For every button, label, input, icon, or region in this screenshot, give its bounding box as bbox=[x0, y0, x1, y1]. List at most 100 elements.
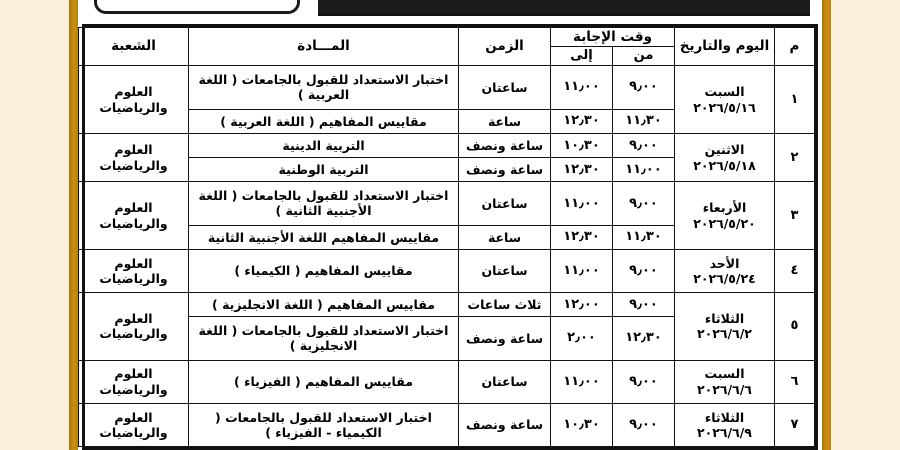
cell-time-from: ٩٫٠٠ bbox=[612, 248, 675, 294]
header-dark-bar-shape bbox=[318, 0, 810, 16]
cell-row-number: ٢ bbox=[774, 132, 815, 183]
cell-duration: ساعتان bbox=[458, 248, 551, 294]
cell-time-from: ١١٫٠٠ bbox=[612, 157, 675, 183]
page-border-left-gold bbox=[69, 0, 78, 450]
cell-time-from: ١١٫٣٠ bbox=[612, 108, 675, 134]
cell-subject: مقاييس المفاهيم ( الكيمياء ) bbox=[188, 248, 459, 294]
cell-time-from: ٩٫٠٠ bbox=[612, 359, 675, 404]
table-header-row-2: من إلى bbox=[79, 46, 815, 67]
cell-day-and-date: الأربعاء ٢٠٢٦/٥/٢٠ bbox=[674, 181, 775, 250]
cell-row-number: ٧ bbox=[774, 402, 815, 448]
cell-duration: ساعة ونصف bbox=[458, 157, 551, 183]
day-name: السبت bbox=[704, 366, 745, 382]
table-header-row-1: م اليوم والتاريخ وقت الإجابة الزمن المــ… bbox=[78, 26, 815, 67]
cell-time-from: ٩٫٠٠ bbox=[612, 402, 675, 448]
column-header-branch: الشعبة bbox=[78, 26, 189, 67]
cell-time-to: ١١٫٠٠ bbox=[550, 65, 613, 110]
cell-duration: ساعة ونصف bbox=[458, 132, 551, 159]
page-border-right-gold bbox=[822, 0, 831, 450]
date-value: ٢٠٢٦/٥/٢٤ bbox=[693, 270, 756, 286]
cell-time-from: ١١٫٣٠ bbox=[612, 224, 675, 250]
cell-row-number: ٣ bbox=[774, 181, 815, 250]
cell-subject: اختبار الاستعداد للقبول بالجامعات ( الكي… bbox=[188, 402, 459, 448]
top-decoration-band bbox=[78, 0, 822, 22]
day-name: السبت bbox=[704, 84, 745, 100]
column-header-answer-time: وقت الإجابة bbox=[550, 26, 675, 48]
cell-row-number: ٤ bbox=[774, 248, 815, 294]
cell-row-number: ١ bbox=[774, 65, 815, 134]
cell-subject: اختبار الاستعداد للقبول بالجامعات ( اللغ… bbox=[188, 181, 459, 226]
cell-subject: مقاييس المفاهيم ( اللغة العربية ) bbox=[188, 108, 459, 134]
cell-duration: ساعة bbox=[458, 108, 551, 134]
cell-time-to: ١٠٫٣٠ bbox=[550, 132, 613, 159]
column-header-number: م bbox=[774, 26, 815, 67]
cell-time-to: ١٢٫٣٠ bbox=[550, 224, 613, 250]
column-header-time-from: من bbox=[612, 46, 675, 67]
day-name: الأربعاء bbox=[702, 200, 747, 216]
cell-day-and-date: السبت ٢٠٢٦/٥/١٦ bbox=[674, 65, 775, 134]
table-row: ٣ الأربعاء ٢٠٢٦/٥/٢٠ ٩٫٠٠ ١١٫٠٠ ساعتان اختبار … bbox=[78, 181, 815, 250]
date-value: ٢٠٢٦/٦/٦ bbox=[697, 381, 752, 397]
column-header-duration: الزمن bbox=[458, 26, 551, 67]
cell-branch: العلوم والرياضيات bbox=[78, 132, 189, 183]
cell-duration: ساعة bbox=[458, 224, 551, 250]
cell-time-to: ١٢٫٣٠ bbox=[550, 108, 613, 134]
header-badge-outline-shape bbox=[94, 0, 300, 14]
day-name: الاثنين bbox=[704, 142, 745, 158]
cell-time-to: ١١٫٠٠ bbox=[550, 359, 613, 404]
cell-duration: ثلاث ساعات bbox=[458, 292, 551, 318]
cell-subject: مقاييس المفاهيم ( اللغة الانجليزية ) bbox=[188, 292, 459, 318]
cell-time-to: ١١٫٠٠ bbox=[550, 248, 613, 294]
day-name: الأحد bbox=[709, 255, 740, 271]
date-value: ٢٠٢٦/٥/١٦ bbox=[693, 99, 756, 115]
cell-time-from: ٩٫٠٠ bbox=[612, 181, 675, 226]
cell-branch: العلوم والرياضيات bbox=[78, 65, 189, 134]
cell-time-from: ٩٫٠٠ bbox=[612, 292, 675, 318]
exam-schedule-table-container: م اليوم والتاريخ وقت الإجابة الزمن المــ… bbox=[78, 24, 818, 450]
date-value: ٢٠٢٦/٥/٢٠ bbox=[693, 215, 756, 231]
table-row: ٥ الثلاثاء ٢٠٢٦/٦/٢ ٩٫٠٠ ١٢٫٠٠ ثلاث ساعات مقاي… bbox=[78, 292, 815, 361]
cell-branch: العلوم والرياضيات bbox=[78, 359, 189, 404]
table-row: ٢ الاثنين ٢٠٢٦/٥/١٨ ٩٫٠٠ ١٠٫٣٠ ساعة ونصف الترب… bbox=[78, 132, 815, 183]
cell-time-to: ١٢٫٠٠ bbox=[550, 292, 613, 318]
cell-time-to: ١٠٫٣٠ bbox=[550, 402, 613, 448]
cell-subject: اختبار الاستعداد للقبول بالجامعات ( اللغ… bbox=[188, 65, 459, 110]
cell-time-from: ٩٫٠٠ bbox=[612, 132, 675, 159]
cell-branch: العلوم والرياضيات bbox=[78, 292, 189, 361]
table-row: ١١٫٠٠ ١٢٫٣٠ ساعة ونصف التربية الوطنية bbox=[79, 157, 815, 183]
cell-day-and-date: السبت ٢٠٢٦/٦/٦ bbox=[674, 359, 775, 404]
table-row: ٧ الثلاثاء ٢٠٢٦/٦/٩ ٩٫٠٠ ١٠٫٣٠ ساعة ونصف اختبا… bbox=[78, 402, 815, 448]
table-row: ١١٫٣٠ ١٢٫٣٠ ساعة مقاييس المفاهيم ( اللغة ال… bbox=[79, 108, 815, 134]
table-row: ١١٫٣٠ ١٢٫٣٠ ساعة مقاييس المفاهيم اللغة الأج… bbox=[79, 224, 815, 250]
cell-day-and-date: الثلاثاء ٢٠٢٦/٦/٢ bbox=[674, 292, 775, 361]
cell-subject: مقاييس المفاهيم ( الفيزياء ) bbox=[188, 359, 459, 404]
cell-day-and-date: الاثنين ٢٠٢٦/٥/١٨ bbox=[674, 132, 775, 183]
cell-time-to: ٢٫٠٠ bbox=[550, 316, 613, 361]
cell-duration: ساعة ونصف bbox=[458, 316, 551, 361]
column-header-time-to: إلى bbox=[550, 46, 613, 67]
cell-time-to: ١١٫٠٠ bbox=[550, 181, 613, 226]
table-row: ٦ السبت ٢٠٢٦/٦/٦ ٩٫٠٠ ١١٫٠٠ ساعتان مقاييس المف… bbox=[78, 359, 815, 404]
cell-time-from: ١٢٫٣٠ bbox=[612, 316, 675, 361]
cell-row-number: ٥ bbox=[774, 292, 815, 361]
cell-branch: العلوم والرياضيات bbox=[78, 402, 189, 448]
column-header-day-and-date: اليوم والتاريخ bbox=[674, 26, 775, 67]
cell-time-to: ١٢٫٣٠ bbox=[550, 157, 613, 183]
cell-duration: ساعة ونصف bbox=[458, 402, 551, 448]
cell-duration: ساعتان bbox=[458, 65, 551, 110]
date-value: ٢٠٢٦/٦/٩ bbox=[697, 424, 752, 440]
day-name: الثلاثاء bbox=[704, 409, 745, 425]
cell-duration: ساعتان bbox=[458, 359, 551, 404]
cell-subject: التربية الدينية bbox=[188, 132, 459, 159]
date-value: ٢٠٢٦/٥/١٨ bbox=[693, 157, 756, 173]
cell-branch: العلوم والرياضيات bbox=[78, 248, 189, 294]
table-row: ١ السبت ٢٠٢٦/٥/١٦ ٩٫٠٠ ١١٫٠٠ ساعتان اختبار الا… bbox=[78, 65, 815, 134]
day-name: الثلاثاء bbox=[704, 311, 745, 327]
cell-subject: مقاييس المفاهيم اللغة الأجنبية الثانية bbox=[188, 224, 459, 250]
cell-row-number: ٦ bbox=[774, 359, 815, 404]
cell-time-from: ٩٫٠٠ bbox=[612, 65, 675, 110]
cell-duration: ساعتان bbox=[458, 181, 551, 226]
cell-day-and-date: الأحد ٢٠٢٦/٥/٢٤ bbox=[674, 248, 775, 294]
cell-day-and-date: الثلاثاء ٢٠٢٦/٦/٩ bbox=[674, 402, 775, 448]
